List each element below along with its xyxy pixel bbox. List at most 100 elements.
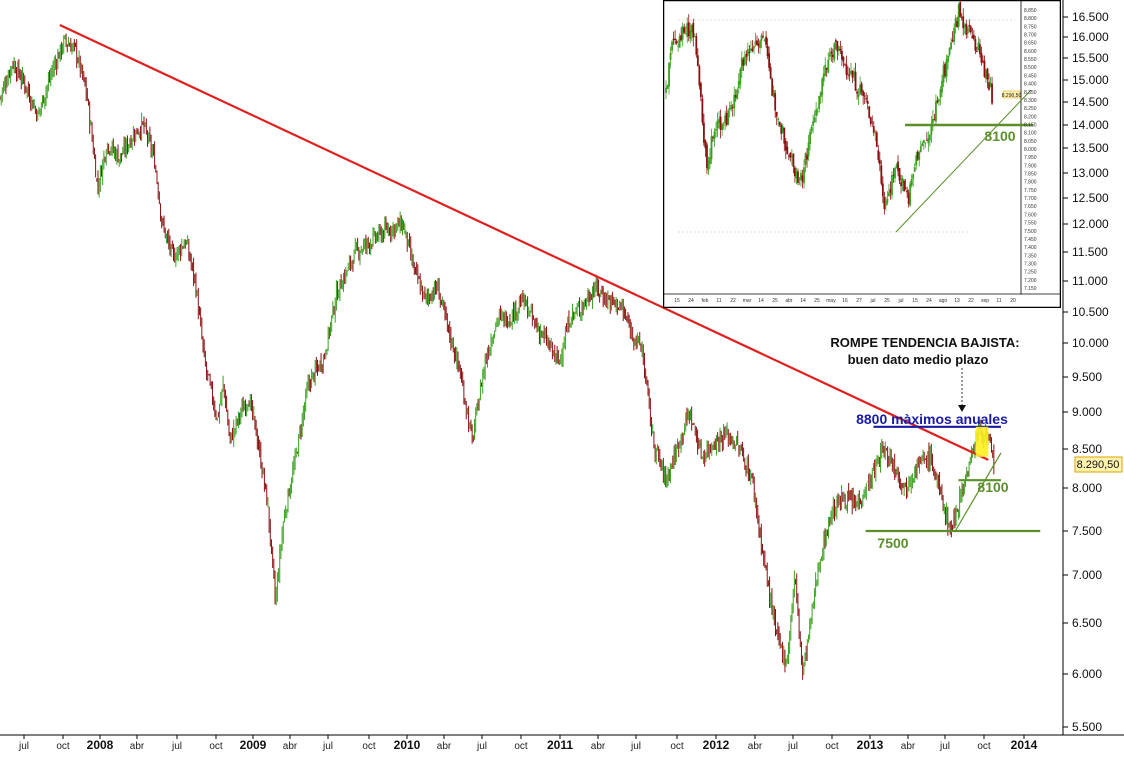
inset-candle-body — [681, 26, 684, 40]
inset-candle-body — [986, 68, 989, 80]
inset-candle-body — [979, 44, 981, 54]
inset-y-tick-label: 7.800 — [1024, 180, 1037, 186]
inset-candle-body — [768, 53, 771, 68]
inset-x-tick-label: 13 — [954, 298, 960, 304]
inset-candle-body — [690, 24, 693, 33]
inset-last-price-tag: 8.290,50 — [1002, 90, 1022, 99]
inset-candle-body — [954, 18, 957, 27]
y-tick-label: 15.500 — [1072, 51, 1109, 65]
inset-y-tick-label: 7.250 — [1024, 270, 1037, 276]
inset-candle-body — [950, 42, 953, 49]
inset-candle-body — [980, 52, 983, 63]
inset-candle-body — [830, 51, 833, 54]
inset-candle-body — [716, 120, 719, 129]
inset-candle-body — [736, 89, 739, 100]
inset-candle-body — [719, 116, 722, 130]
inset-candle-body — [863, 95, 866, 97]
inset-candle-body — [898, 168, 901, 181]
inset-y-tick-label: 8.100 — [1024, 131, 1037, 137]
inset-candle-body — [977, 42, 980, 50]
inset-candle-body — [683, 27, 686, 33]
inset-candle-body — [680, 35, 683, 41]
inset-candle-body — [686, 23, 689, 38]
uptrend-line — [954, 452, 1002, 532]
inset-candle-body — [737, 81, 740, 89]
x-tick-label: abr — [748, 741, 763, 752]
inset-x-tick-label: 25 — [814, 298, 820, 304]
inset-candle-body — [801, 175, 804, 182]
inset-candle-body — [787, 155, 790, 157]
x-tick-label: abr — [901, 741, 916, 752]
inset-candle-body — [718, 119, 720, 123]
y-tick-label: 8.500 — [1072, 442, 1102, 456]
x-tick-label: 2012 — [703, 738, 730, 752]
inset-candle-body — [828, 53, 831, 57]
inset-candle-body — [784, 140, 787, 151]
y-tick-label: 13.000 — [1072, 166, 1109, 180]
inset-candle-body — [910, 179, 913, 186]
y-tick-label: 13.500 — [1072, 141, 1109, 155]
inset-candle-body — [889, 189, 892, 193]
trend-lines — [59, 24, 1041, 533]
y-tick-label: 9.500 — [1072, 370, 1102, 384]
inset-candle-body — [803, 167, 805, 184]
inset-candle-body — [665, 87, 667, 93]
x-tick-label: oct — [514, 741, 528, 752]
inset-price-candles — [665, 0, 993, 215]
inset-candle-body — [833, 43, 836, 60]
inset-y-tick-label: 7.750 — [1024, 188, 1037, 194]
inset-last-price-value: 8.290,50 — [1002, 93, 1022, 99]
inset-candle-body — [841, 50, 843, 60]
inset-candle-body — [924, 142, 927, 144]
inset-x-tick-label: 16 — [842, 298, 848, 304]
inset-candle-body — [851, 70, 854, 78]
inset-candle-body — [745, 53, 748, 57]
inset-candle-body — [810, 126, 813, 132]
inset-candle-body — [839, 49, 842, 51]
inset-candle-body — [774, 93, 777, 111]
inset-candle-body — [751, 48, 754, 52]
inset-x-tick-label: 24 — [926, 298, 932, 304]
inset-candle-body — [675, 41, 678, 44]
inset-candle-body — [739, 69, 742, 85]
inset-candle-body — [972, 34, 975, 39]
inset-candle-body — [900, 182, 902, 187]
y-tick-label: 14.000 — [1072, 118, 1109, 132]
inset-y-tick-label: 7.450 — [1024, 237, 1037, 243]
inset-candle-body — [765, 36, 767, 45]
inset-candle-body — [775, 111, 778, 117]
inset-candle-body — [888, 192, 890, 197]
inset-candle-body — [912, 174, 915, 179]
inset-y-tick-label: 7.950 — [1024, 155, 1037, 161]
annotation-arrowhead — [958, 405, 966, 412]
inset-candle-body — [853, 71, 855, 75]
inset-candle-body — [789, 152, 792, 158]
inset-y-tick-label: 7.350 — [1024, 253, 1037, 259]
inset-y-tick-label: 8.450 — [1024, 73, 1037, 79]
x-tick-label: 2014 — [1011, 738, 1038, 752]
inset-y-tick-label: 8.150 — [1024, 122, 1037, 128]
y-tick-label: 11.000 — [1072, 274, 1108, 288]
inset-candle-body — [804, 153, 807, 165]
inset-candle-body — [847, 74, 849, 76]
y-tick-label: 9.000 — [1072, 405, 1102, 419]
inset-candle-body — [734, 95, 737, 98]
inset-candle-body — [928, 134, 931, 141]
inset-candle-body — [756, 40, 758, 46]
inset-candle-body — [959, 2, 962, 17]
inset-candle-body — [927, 138, 930, 144]
inset-candle-body — [871, 122, 874, 124]
inset-candle-body — [968, 25, 971, 27]
inset-x-tick-label: may — [826, 298, 836, 304]
inset-y-ticks: 8.850 8.800 8.750 8.700 8.650 8.600 8.550 8.500… — [1024, 8, 1037, 292]
inset-candle-body — [778, 121, 781, 126]
inset-y-tick-label: 7.700 — [1024, 196, 1037, 202]
inset-y-tick-label: 8.350 — [1024, 90, 1037, 96]
inset-y-tick-label: 8.600 — [1024, 49, 1037, 55]
inset-candle-body — [722, 124, 725, 126]
inset-candle-body — [819, 92, 822, 98]
inset-candle-body — [935, 101, 937, 122]
inset-candle-body — [933, 119, 936, 120]
inset-candle-body — [892, 175, 895, 176]
